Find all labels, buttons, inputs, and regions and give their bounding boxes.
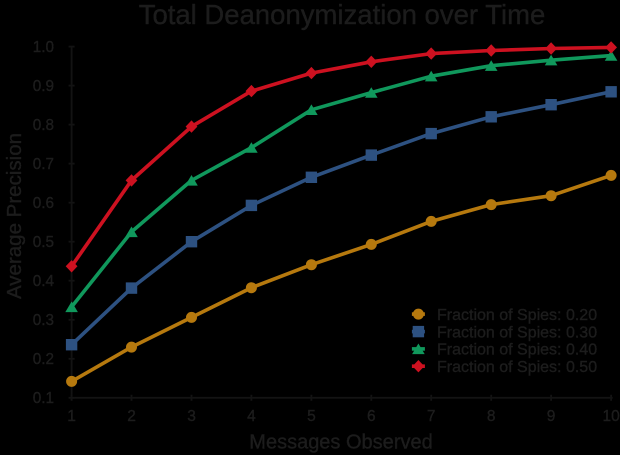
svg-text:0.2: 0.2: [33, 351, 54, 368]
svg-text:0.6: 0.6: [33, 195, 54, 212]
svg-text:0.5: 0.5: [33, 234, 54, 251]
svg-text:7: 7: [427, 408, 436, 425]
svg-text:Average Precision: Average Precision: [3, 133, 26, 299]
svg-text:2: 2: [127, 408, 136, 425]
svg-text:0.4: 0.4: [33, 273, 55, 290]
svg-text:0.7: 0.7: [33, 156, 54, 173]
svg-text:Fraction of Spies: 0.40: Fraction of Spies: 0.40: [437, 342, 597, 359]
svg-text:0.8: 0.8: [33, 117, 54, 134]
svg-text:9: 9: [547, 408, 556, 425]
svg-text:4: 4: [247, 408, 256, 425]
svg-text:Fraction of Spies: 0.20: Fraction of Spies: 0.20: [437, 307, 597, 324]
svg-text:6: 6: [367, 408, 376, 425]
svg-text:3: 3: [187, 408, 196, 425]
svg-text:1: 1: [67, 408, 76, 425]
svg-text:Fraction of Spies: 0.50: Fraction of Spies: 0.50: [437, 359, 597, 376]
svg-text:Fraction of Spies: 0.30: Fraction of Spies: 0.30: [437, 324, 597, 341]
svg-text:1.0: 1.0: [33, 39, 54, 56]
svg-text:Total Deanonymization over Tim: Total Deanonymization over Time: [139, 0, 546, 30]
svg-text:0.3: 0.3: [33, 312, 54, 329]
svg-text:0.1: 0.1: [33, 390, 54, 407]
svg-text:8: 8: [487, 408, 496, 425]
svg-text:0.9: 0.9: [33, 78, 54, 95]
svg-text:5: 5: [307, 408, 316, 425]
svg-text:Messages Observed: Messages Observed: [249, 432, 432, 454]
svg-text:10: 10: [602, 408, 620, 425]
